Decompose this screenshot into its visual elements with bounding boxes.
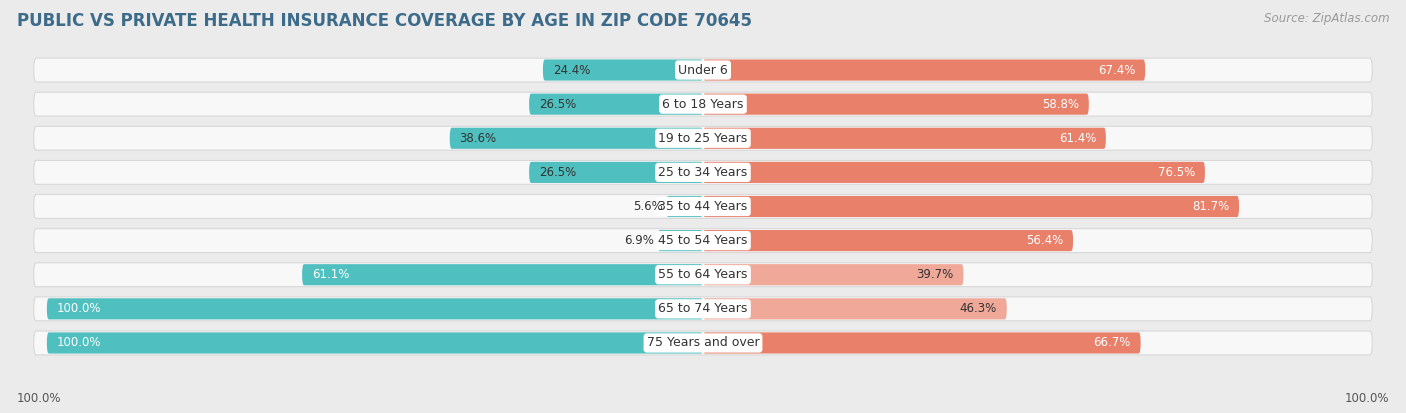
FancyBboxPatch shape — [34, 195, 1372, 218]
FancyBboxPatch shape — [529, 94, 703, 115]
Text: 24.4%: 24.4% — [553, 64, 591, 76]
FancyBboxPatch shape — [703, 264, 963, 285]
FancyBboxPatch shape — [703, 162, 1205, 183]
FancyBboxPatch shape — [450, 128, 703, 149]
FancyBboxPatch shape — [34, 297, 1372, 321]
Text: 38.6%: 38.6% — [460, 132, 496, 145]
Text: 61.1%: 61.1% — [312, 268, 349, 281]
FancyBboxPatch shape — [529, 162, 703, 183]
Text: 45 to 54 Years: 45 to 54 Years — [658, 234, 748, 247]
FancyBboxPatch shape — [703, 196, 1239, 217]
FancyBboxPatch shape — [34, 92, 1372, 116]
FancyBboxPatch shape — [658, 230, 703, 251]
FancyBboxPatch shape — [34, 160, 1372, 184]
Text: 46.3%: 46.3% — [960, 302, 997, 316]
Text: 76.5%: 76.5% — [1159, 166, 1195, 179]
Text: 100.0%: 100.0% — [56, 337, 101, 349]
Text: 100.0%: 100.0% — [1344, 392, 1389, 405]
FancyBboxPatch shape — [703, 298, 1007, 319]
Text: PUBLIC VS PRIVATE HEALTH INSURANCE COVERAGE BY AGE IN ZIP CODE 70645: PUBLIC VS PRIVATE HEALTH INSURANCE COVER… — [17, 12, 752, 31]
Text: 100.0%: 100.0% — [17, 392, 62, 405]
FancyBboxPatch shape — [703, 59, 1146, 81]
Text: 66.7%: 66.7% — [1094, 337, 1130, 349]
Text: 58.8%: 58.8% — [1042, 97, 1078, 111]
FancyBboxPatch shape — [46, 298, 703, 319]
Text: 61.4%: 61.4% — [1059, 132, 1097, 145]
Text: 100.0%: 100.0% — [56, 302, 101, 316]
Text: 56.4%: 56.4% — [1026, 234, 1063, 247]
FancyBboxPatch shape — [34, 126, 1372, 150]
FancyBboxPatch shape — [666, 196, 703, 217]
Text: 6.9%: 6.9% — [624, 234, 654, 247]
FancyBboxPatch shape — [34, 58, 1372, 82]
Text: Under 6: Under 6 — [678, 64, 728, 76]
Text: 81.7%: 81.7% — [1192, 200, 1229, 213]
FancyBboxPatch shape — [703, 94, 1088, 115]
Text: 75 Years and over: 75 Years and over — [647, 337, 759, 349]
Text: 5.6%: 5.6% — [633, 200, 664, 213]
Text: 6 to 18 Years: 6 to 18 Years — [662, 97, 744, 111]
Text: 26.5%: 26.5% — [538, 97, 576, 111]
Text: 65 to 74 Years: 65 to 74 Years — [658, 302, 748, 316]
Text: 19 to 25 Years: 19 to 25 Years — [658, 132, 748, 145]
Text: 55 to 64 Years: 55 to 64 Years — [658, 268, 748, 281]
FancyBboxPatch shape — [34, 331, 1372, 355]
Text: Source: ZipAtlas.com: Source: ZipAtlas.com — [1264, 12, 1389, 25]
FancyBboxPatch shape — [34, 229, 1372, 253]
Text: 25 to 34 Years: 25 to 34 Years — [658, 166, 748, 179]
FancyBboxPatch shape — [302, 264, 703, 285]
Text: 35 to 44 Years: 35 to 44 Years — [658, 200, 748, 213]
FancyBboxPatch shape — [703, 128, 1107, 149]
FancyBboxPatch shape — [703, 230, 1073, 251]
FancyBboxPatch shape — [46, 332, 703, 354]
FancyBboxPatch shape — [34, 263, 1372, 287]
Text: 67.4%: 67.4% — [1098, 64, 1136, 76]
FancyBboxPatch shape — [703, 332, 1140, 354]
FancyBboxPatch shape — [543, 59, 703, 81]
Text: 39.7%: 39.7% — [917, 268, 953, 281]
Text: 26.5%: 26.5% — [538, 166, 576, 179]
